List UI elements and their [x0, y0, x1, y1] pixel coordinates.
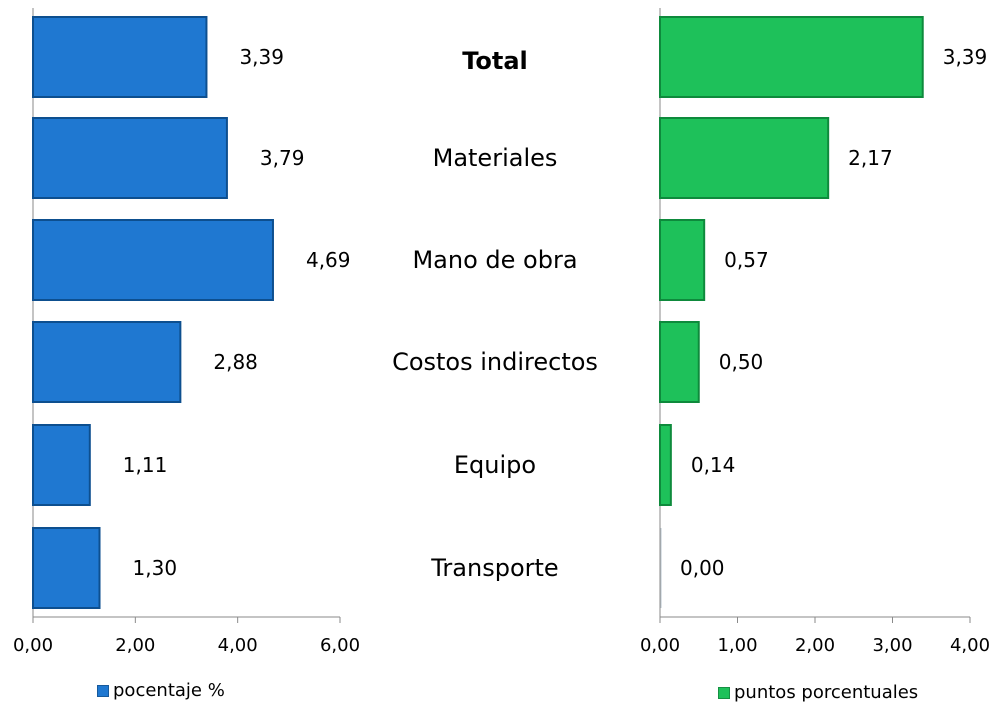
legend-label-percentage: pocentaje % [113, 680, 225, 701]
pp-x-tick-label: 4,00 [950, 635, 990, 656]
legend-right: puntos porcentuales [718, 682, 918, 703]
pp-value-label: 2,17 [848, 146, 893, 170]
pp-value-label: 3,39 [943, 45, 988, 69]
legend-label-percentage-points: puntos porcentuales [734, 682, 919, 703]
category-label: Total [462, 47, 528, 75]
left-panel-percentage: 0,00 2,00 4,00 6,00 3,39 3,79 4,69 2,88 1,11 1,30 [13, 8, 360, 656]
pp-bar [659, 16, 924, 98]
pp-bar [659, 321, 700, 403]
pp-x-tick-label: 2,00 [795, 635, 835, 656]
pct-bar [32, 16, 208, 98]
pct-bar [32, 219, 274, 301]
pct-bar [32, 321, 182, 403]
pp-value-label: 0,57 [724, 248, 769, 272]
pct-value-label: 3,79 [260, 146, 305, 170]
pp-bar [659, 117, 830, 199]
pp-bar [659, 424, 672, 506]
pct-x-tick-label: 0,00 [13, 635, 53, 656]
category-label: Transporte [431, 554, 559, 582]
pp-value-label: 0,14 [691, 453, 736, 477]
pct-value-label: 4,69 [306, 248, 351, 272]
category-label: Materiales [432, 144, 558, 172]
pct-value-label: 3,39 [239, 45, 284, 69]
pct-value-label: 2,88 [213, 350, 258, 374]
pp-x-tick-label: 0,00 [640, 635, 680, 656]
legend-swatch-percentage [97, 684, 109, 697]
pp-value-label: 0,00 [680, 556, 725, 580]
pp-value-label: 0,50 [719, 350, 764, 374]
pct-bar [32, 424, 91, 506]
category-label: Equipo [453, 451, 537, 479]
pct-bar [32, 117, 228, 199]
pct-value-label: 1,11 [123, 453, 168, 477]
pct-x-tick-label: 4,00 [218, 635, 258, 656]
pct-x-tick-label: 2,00 [115, 635, 155, 656]
pct-value-label: 1,30 [133, 556, 178, 580]
pp-x-tick-label: 1,00 [717, 635, 757, 656]
right-panel-percentage-points: 0,00 1,00 2,00 3,00 4,00 3,39 2,17 0,57 0,50 0,14… [640, 8, 990, 656]
legend-left: pocentaje % [97, 680, 225, 701]
pp-x-tick-label: 3,00 [872, 635, 912, 656]
pct-bar [32, 527, 101, 609]
pct-x-tick-label: 6,00 [320, 635, 360, 656]
pp-bar [659, 219, 706, 301]
category-label: Mano de obra [412, 246, 578, 274]
legend-swatch-percentage-points [718, 686, 730, 699]
category-label: Costos indirectos [392, 348, 598, 376]
